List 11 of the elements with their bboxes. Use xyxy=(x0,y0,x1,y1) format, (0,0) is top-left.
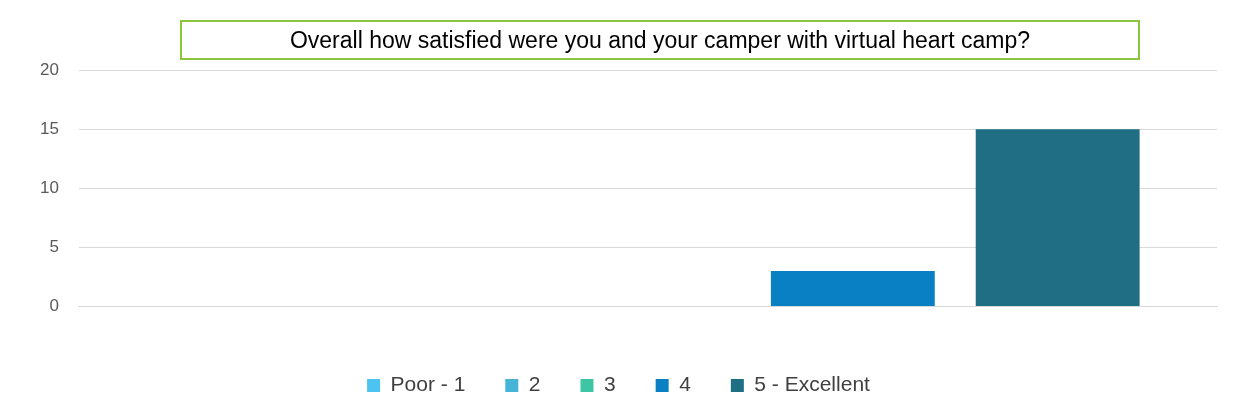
legend-label: 2 xyxy=(528,372,541,396)
chart-title: Overall how satisfied were you and your camper with virtual heart camp? xyxy=(180,20,1140,60)
y-tick-label: 20 xyxy=(39,59,59,79)
legend-label: 4 xyxy=(679,372,692,396)
y-tick-label: 0 xyxy=(49,296,59,316)
y-tick-label: 5 xyxy=(49,237,59,257)
y-tick-label: 10 xyxy=(39,177,59,197)
y-tick-label: 15 xyxy=(39,118,59,138)
legend-label: Poor - 1 xyxy=(390,372,466,396)
legend-label: 3 xyxy=(603,372,616,396)
legend-label: 5 - Excellent xyxy=(754,372,871,396)
